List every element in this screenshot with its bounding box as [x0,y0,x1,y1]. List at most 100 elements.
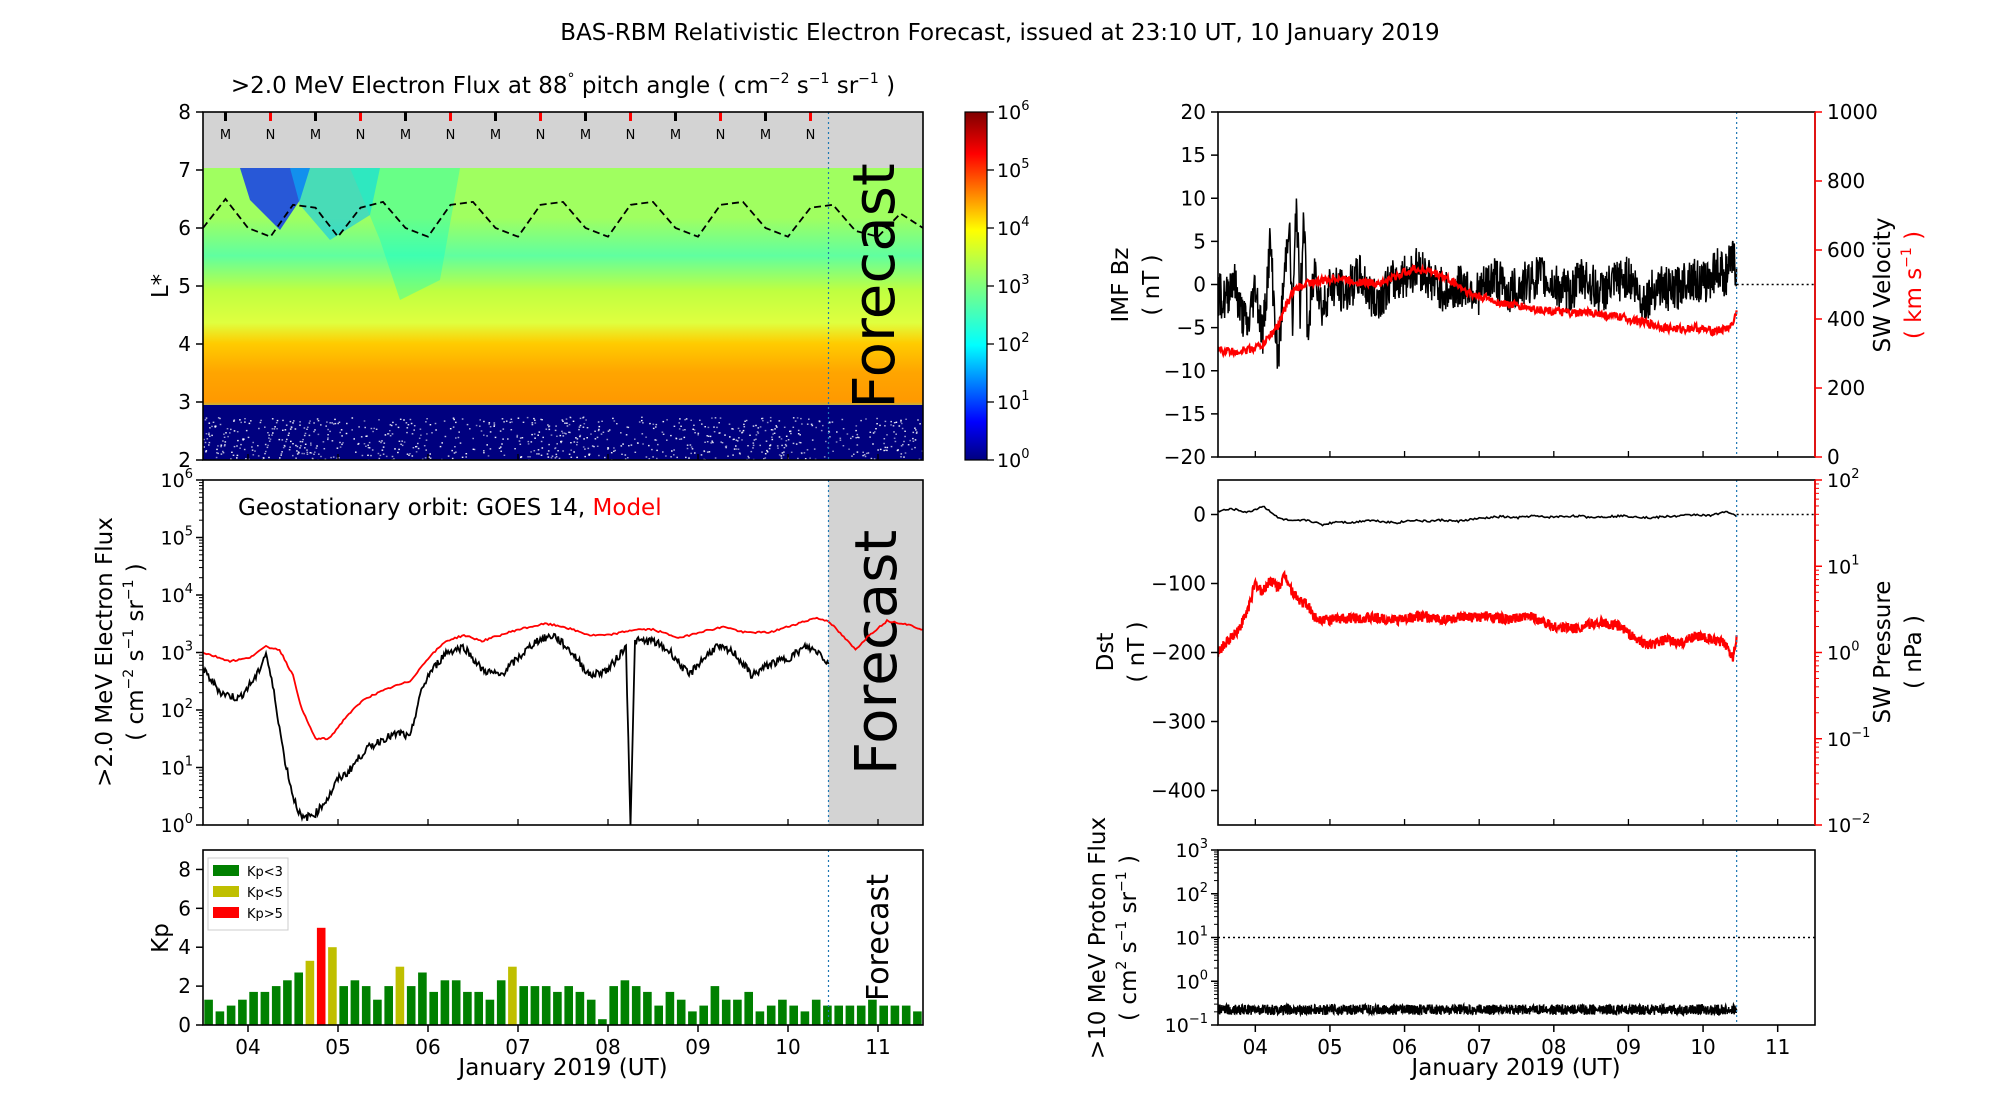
noise-speck [486,435,488,437]
noise-speck [314,451,316,453]
noise-speck [656,449,658,452]
noise-speck [858,436,860,439]
noise-speck [382,453,385,455]
noise-speck [502,428,505,430]
kp-bar [553,991,562,1025]
geo-x-ticks [247,819,879,825]
noise-speck [914,446,916,449]
noise-speck [752,425,755,427]
noise-speck [251,449,254,451]
noise-speck [534,437,536,439]
noise-speck [520,456,522,459]
noise-speck [455,421,457,424]
noise-speck [792,417,795,419]
noise-speck [420,434,422,436]
noise-speck [673,425,676,427]
noise-speck [204,419,207,421]
noise-speck [693,424,695,426]
noise-speck [763,458,765,460]
dst-line [1218,505,1738,527]
noise-speck [469,428,471,430]
noise-speck [911,448,913,450]
noise-speck [783,426,786,428]
noise-speck [641,419,643,422]
noise-speck [329,422,331,424]
noise-speck [569,416,572,418]
kp-bar [215,1011,225,1025]
noise-speck [449,428,452,430]
noise-speck [413,429,415,431]
proton-panel: 10−1 100 101 102 103 04 05 06 07 08 09 10 11 >10 Me… [1085,817,1816,1081]
noise-speck [550,434,553,436]
noise-speck [252,454,255,456]
noise-speck [542,436,544,439]
noise-speck [594,430,596,432]
noise-speck [262,457,265,459]
noise-speck [890,424,892,426]
noise-speck [757,427,760,429]
imf-panel: −20 −15 −10 −5 0 5 10 15 20 0 200 400 600 800 1000 IM… [1108,100,1927,469]
geo-legend: Geostationary orbit: GOES 14, Model [238,495,662,521]
noise-speck [820,429,823,432]
noise-speck [236,431,239,433]
noise-speck [737,427,740,430]
kp-bar [226,1005,236,1025]
noise-speck [536,453,538,455]
kp-bar [294,972,303,1025]
noise-speck [415,445,418,448]
noise-speck [625,434,628,436]
noise-speck [560,441,562,444]
noise-speck [271,434,273,436]
noise-speck [296,453,299,455]
noise-speck [406,431,408,434]
lstar-y-axis: 2 3 4 5 6 7 8 [178,100,879,472]
noise-speck [780,438,783,440]
dst-x-ticks [1254,819,1779,825]
imf-y-tick-label: 0 [1193,273,1206,297]
noise-speck [368,447,371,449]
noise-speck [538,431,541,433]
dst-ylabel-line2: ( nT ) [1124,621,1150,682]
noise-speck [748,457,750,459]
noise-speck [258,427,260,430]
noise-speck [453,452,456,454]
noise-speck [211,425,213,428]
noise-speck [747,455,749,458]
noise-speck [554,429,557,432]
noise-speck [890,445,893,448]
noise-speck [683,436,686,439]
noise-speck [601,420,603,422]
noise-speck [293,420,295,422]
noise-speck [488,423,490,425]
noise-speck [670,456,672,458]
noise-speck [598,425,601,428]
kp-bar [485,999,495,1025]
noise-speck [894,440,897,443]
noise-speck [689,444,692,446]
noise-speck [545,428,548,430]
kp-bar [721,999,731,1025]
noise-speck [306,453,309,455]
noise-speck [566,425,569,427]
noise-speck [732,454,734,456]
noise-speck [547,424,549,426]
noise-speck [803,452,806,454]
noise-speck [627,426,630,429]
noise-speck [648,458,651,460]
noise-speck [809,457,811,459]
noise-speck [390,424,393,427]
noise-speck [900,456,902,458]
noise-speck [665,455,667,457]
noise-speck [671,450,673,452]
noise-speck [378,440,381,443]
noise-speck [282,429,284,431]
noise-speck [641,433,644,435]
noise-speck [410,422,413,425]
lstar-noise-specks [203,416,923,460]
noise-speck [570,442,572,444]
noise-speck [294,428,297,430]
noise-speck [551,455,554,457]
kp-bar [451,980,461,1025]
noise-speck [316,445,318,447]
